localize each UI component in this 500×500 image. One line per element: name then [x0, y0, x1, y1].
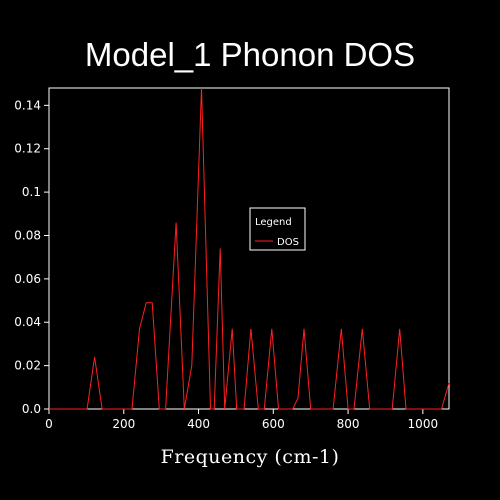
- y-tick-label: 0.02: [14, 359, 41, 373]
- x-tick-label: 1000: [408, 417, 439, 431]
- x-axis-label: Frequency (cm-1): [160, 446, 340, 468]
- chart-title: Model_1 Phonon DOS: [84, 36, 416, 73]
- y-tick-label: 0.1: [22, 185, 41, 199]
- legend-box: [249, 207, 306, 251]
- y-tick-label: 0.12: [14, 142, 41, 156]
- y-tick-label: 0.04: [14, 315, 41, 329]
- x-axis: 0 200 400 600 800 1000: [45, 409, 438, 431]
- x-tick-label: 800: [337, 417, 360, 431]
- legend-label-dos: DOS: [277, 237, 299, 248]
- series-layer: [49, 87, 450, 410]
- x-tick-label: 400: [187, 417, 210, 431]
- plot-frame: [48, 87, 450, 410]
- y-tick-label: 0.0: [22, 402, 41, 416]
- x-tick-label: 0: [45, 417, 53, 431]
- legend-title: Legend: [255, 217, 292, 228]
- y-tick-label: 0.14: [14, 98, 41, 112]
- y-tick-label: 0.08: [14, 228, 41, 242]
- series-line-dos: [49, 87, 450, 410]
- x-tick-label: 600: [262, 417, 285, 431]
- legend: Legend DOS: [249, 207, 306, 251]
- y-tick-label: 0.06: [14, 272, 41, 286]
- x-tick-label: 200: [112, 417, 135, 431]
- y-axis: 0.0 0.02 0.04 0.06 0.08 0.1 0.12 0.14: [14, 98, 49, 416]
